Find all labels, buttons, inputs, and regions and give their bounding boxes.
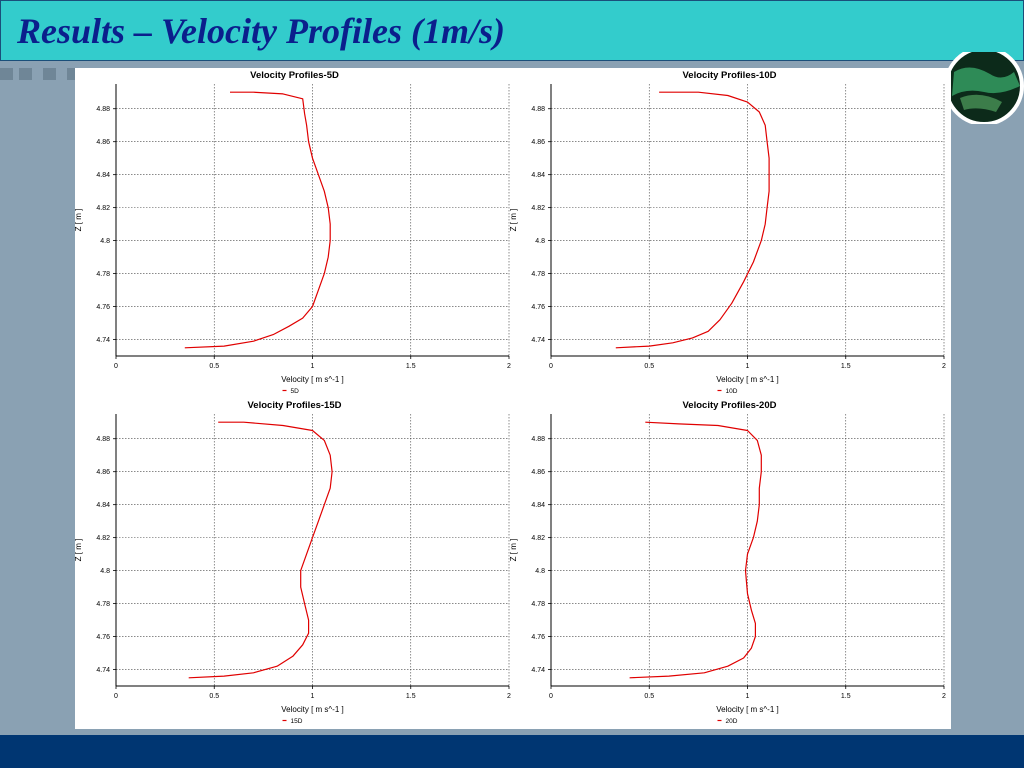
series-line: [188, 421, 333, 679]
x-tick-label: 2: [942, 693, 946, 700]
x-tick-label: 1.5: [841, 363, 851, 370]
y-tick-label: 4.84: [96, 172, 110, 179]
logo-graphic: [940, 52, 1024, 124]
charts-canvas: Velocity Profiles-5D 0 0.5 1 1.5 2 4.74 4.76 4.7…: [75, 70, 946, 725]
x-tick-label: 0.5: [644, 363, 654, 370]
y-tick-label: 4.88: [531, 106, 545, 113]
x-tick-label: 1: [311, 693, 315, 700]
x-tick-label: 0: [114, 693, 118, 700]
y-tick-label: 4.74: [531, 337, 545, 344]
y-tick-label: 4.88: [531, 436, 545, 443]
y-tick-label: 4.88: [96, 436, 110, 443]
slide-title: Results – Velocity Profiles (1m/s): [17, 11, 505, 51]
y-tick-label: 4.84: [96, 502, 110, 509]
y-tick-label: 4.84: [531, 502, 545, 509]
y-tick-label: 4.74: [531, 667, 545, 674]
series-line: [615, 91, 770, 349]
y-axis-label: Z [ m ]: [75, 539, 83, 562]
y-tick-label: 4.82: [96, 205, 110, 212]
chart-title: Velocity Profiles-20D: [683, 400, 777, 411]
y-axis-label: Z [ m ]: [509, 539, 518, 562]
x-tick-label: 1: [746, 693, 750, 700]
chart-3: Velocity Profiles-15D 0 0.5 1 1.5 2 4.74 4.76 4.…: [75, 400, 511, 725]
x-axis-label: Velocity [ m s^-1 ]: [716, 705, 778, 714]
y-tick-label: 4.8: [100, 238, 110, 245]
legend-label: 15D: [291, 718, 303, 725]
x-tick-label: 0: [549, 693, 553, 700]
y-tick-label: 4.82: [531, 535, 545, 542]
series-line: [629, 421, 762, 679]
decorative-square: [43, 68, 56, 80]
decorative-square: [19, 68, 32, 80]
y-tick-label: 4.74: [96, 337, 110, 344]
chart-panel: [75, 68, 951, 729]
x-tick-label: 2: [507, 363, 511, 370]
x-tick-label: 0.5: [209, 693, 219, 700]
chart-1: Velocity Profiles-5D 0 0.5 1 1.5 2 4.74 4.76 4.7…: [75, 70, 511, 395]
x-tick-label: 1: [311, 363, 315, 370]
y-tick-label: 4.76: [531, 304, 545, 311]
decorative-square: [0, 68, 13, 80]
x-tick-label: 2: [507, 693, 511, 700]
y-tick-label: 4.78: [96, 271, 110, 278]
x-tick-label: 1: [746, 363, 750, 370]
chart-4: Velocity Profiles-20D 0 0.5 1 1.5 2 4.74 4.76 4.…: [509, 400, 946, 725]
series-line: [184, 91, 331, 349]
y-tick-label: 4.8: [100, 568, 110, 575]
y-tick-label: 4.86: [96, 139, 110, 146]
x-tick-label: 0: [114, 363, 118, 370]
y-axis-label: Z [ m ]: [75, 209, 83, 232]
y-tick-label: 4.86: [531, 469, 545, 476]
y-tick-label: 4.76: [531, 634, 545, 641]
chart-title: Velocity Profiles-10D: [683, 70, 777, 81]
y-tick-label: 4.78: [531, 271, 545, 278]
legend-label: 5D: [291, 388, 300, 395]
x-axis-label: Velocity [ m s^-1 ]: [281, 375, 343, 384]
x-tick-label: 1.5: [841, 693, 851, 700]
y-tick-label: 4.8: [535, 238, 545, 245]
footer-bar: [0, 735, 1024, 768]
legend-label: 10D: [726, 388, 738, 395]
chart-2: Velocity Profiles-10D 0 0.5 1 1.5 2 4.74 4.76 4.…: [509, 70, 946, 395]
x-tick-label: 1.5: [406, 693, 416, 700]
y-axis-label: Z [ m ]: [509, 209, 518, 232]
x-tick-label: 0: [549, 363, 553, 370]
y-tick-label: 4.82: [531, 205, 545, 212]
legend-label: 20D: [726, 718, 738, 725]
x-tick-label: 1.5: [406, 363, 416, 370]
y-tick-label: 4.8: [535, 568, 545, 575]
y-tick-label: 4.78: [96, 601, 110, 608]
x-tick-label: 0.5: [644, 693, 654, 700]
y-tick-label: 4.74: [96, 667, 110, 674]
y-tick-label: 4.86: [96, 469, 110, 476]
y-tick-label: 4.76: [96, 304, 110, 311]
chart-title: Velocity Profiles-5D: [250, 70, 339, 81]
y-tick-label: 4.82: [96, 535, 110, 542]
y-tick-label: 4.78: [531, 601, 545, 608]
x-axis-label: Velocity [ m s^-1 ]: [716, 375, 778, 384]
x-axis-label: Velocity [ m s^-1 ]: [281, 705, 343, 714]
y-tick-label: 4.86: [531, 139, 545, 146]
x-tick-label: 2: [942, 363, 946, 370]
y-tick-label: 4.88: [96, 106, 110, 113]
slide-title-bar: Results – Velocity Profiles (1m/s): [0, 0, 1024, 61]
x-tick-label: 0.5: [209, 363, 219, 370]
chart-title: Velocity Profiles-15D: [248, 400, 342, 411]
y-tick-label: 4.76: [96, 634, 110, 641]
y-tick-label: 4.84: [531, 172, 545, 179]
